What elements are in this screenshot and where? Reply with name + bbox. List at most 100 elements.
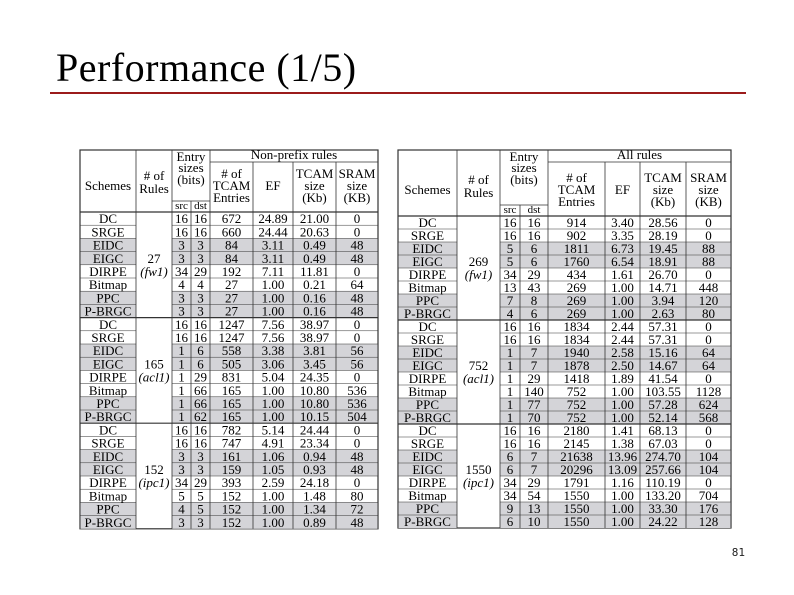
- group-header: Non-prefix rules: [251, 147, 337, 162]
- dst-cell: 6: [531, 306, 538, 321]
- sram-size-cell: 704: [699, 488, 719, 503]
- tcam-size-cell: 38.97: [300, 317, 330, 332]
- tcam-size-header: TCAM: [644, 170, 682, 185]
- sram-size-cell: 104: [699, 449, 719, 464]
- scheme-cell: DC: [99, 317, 117, 332]
- src-cell: 1: [178, 356, 185, 371]
- tcam-size-cell: 14.67: [648, 358, 678, 373]
- tcam-size-header: (Kb): [302, 190, 327, 205]
- tcam-entries-cell: 20296: [560, 462, 593, 477]
- dst-cell: 3: [197, 304, 204, 319]
- tcam-entries-cell: 1760: [564, 254, 590, 269]
- scheme-cell: EIDC: [93, 343, 123, 358]
- highlight-row: [500, 515, 731, 528]
- sram-size-cell: 0: [354, 370, 361, 385]
- tcam-size-cell: 28.19: [648, 228, 677, 243]
- sram-size-cell: 0: [354, 211, 361, 226]
- dst-cell: 16: [194, 436, 208, 451]
- scheme-cell: Bitmap: [408, 280, 446, 295]
- sram-size-cell: 624: [699, 397, 719, 412]
- src-cell: 6: [507, 514, 514, 529]
- ef-cell: 1.00: [611, 280, 634, 295]
- dst-cell: 16: [528, 436, 542, 451]
- highlight-scheme-cell: [398, 398, 457, 411]
- dst-cell: 29: [194, 475, 207, 490]
- highlight-row: [500, 463, 731, 476]
- sram-size-cell: 88: [702, 254, 715, 269]
- highlight-row: [500, 398, 731, 411]
- highlight-scheme-cell: [80, 515, 136, 529]
- sram-size-cell: 0: [705, 371, 712, 386]
- tcam-entries-header: Entries: [213, 190, 250, 205]
- highlight-row: [500, 411, 731, 424]
- tcam-entries-cell: 752: [567, 384, 587, 399]
- dst-cell: 3: [197, 449, 204, 464]
- ef-cell: 5.04: [262, 370, 285, 385]
- sram-size-cell: 504: [347, 409, 367, 424]
- scheme-cell: Bitmap: [408, 384, 446, 399]
- rules-count: 152: [144, 462, 164, 477]
- tcam-entries-cell: 1940: [564, 345, 590, 360]
- tcam-size-cell: 18.91: [648, 254, 677, 269]
- scheme-cell: EIDC: [93, 449, 123, 464]
- scheme-cell: PPC: [96, 502, 119, 517]
- src-cell: 1: [178, 370, 185, 385]
- ef-cell: 1.00: [611, 488, 634, 503]
- tcam-size-cell: 24.35: [300, 370, 329, 385]
- ef-cell: 5.14: [262, 422, 285, 437]
- highlight-row: [500, 502, 731, 515]
- tcam-entries-cell: 269: [567, 293, 587, 308]
- sram-size-cell: 0: [354, 422, 361, 437]
- tcam-entries-cell: 752: [567, 397, 587, 412]
- dst-cell: 16: [194, 317, 208, 332]
- tcam-size-cell: 21.00: [300, 211, 329, 226]
- sram-size-cell: 80: [351, 488, 364, 503]
- tcam-entries-cell: 84: [225, 251, 239, 266]
- tcam-entries-cell: 747: [222, 436, 242, 451]
- sram-size-cell: 64: [351, 277, 365, 292]
- src-cell: 5: [507, 254, 514, 269]
- src-cell: 1: [507, 384, 514, 399]
- src-cell: 16: [504, 215, 518, 230]
- src-cell: 7: [507, 293, 514, 308]
- sram-size-cell: 48: [351, 290, 364, 305]
- highlight-scheme-cell: [80, 238, 136, 252]
- tcam-entries-cell: 1550: [564, 501, 590, 516]
- dst-cell: 16: [528, 423, 542, 438]
- scheme-cell: P-BRGC: [85, 515, 132, 530]
- tcam-size-cell: 19.45: [648, 241, 677, 256]
- src-cell: 1: [507, 345, 514, 360]
- ef-cell: 3.35: [611, 228, 634, 243]
- tcam-entries-cell: 159: [222, 462, 242, 477]
- entry-sizes-header: (bits): [510, 172, 537, 187]
- ef-header: EF: [265, 178, 280, 193]
- tcam-entries-cell: 27: [225, 277, 239, 292]
- src-cell: 9: [507, 501, 514, 516]
- src-cell: 3: [178, 290, 185, 305]
- tcam-size-cell: 15.16: [648, 345, 678, 360]
- tcam-size-cell: 24.22: [648, 514, 677, 529]
- ruleset-name: (fw1): [465, 267, 492, 282]
- sram-size-cell: 64: [702, 358, 716, 373]
- scheme-cell: EIGC: [93, 462, 123, 477]
- dst-cell: 3: [197, 462, 204, 477]
- tcam-entries-cell: 1878: [564, 358, 590, 373]
- tcam-size-header: size: [304, 178, 324, 193]
- scheme-cell: PPC: [96, 290, 119, 305]
- dst-cell: 70: [528, 410, 541, 425]
- src-cell: 34: [504, 267, 518, 282]
- tcam-entries-cell: 161: [222, 449, 242, 464]
- sram-size-cell: 0: [705, 436, 712, 451]
- ef-cell: 6.73: [611, 241, 634, 256]
- dst-cell: 29: [528, 267, 541, 282]
- tcam-entries-header: # of: [566, 170, 587, 185]
- sram-size-header: SRAM: [339, 166, 376, 181]
- sram-size-cell: 88: [702, 241, 715, 256]
- tcam-size-cell: 110.19: [645, 475, 680, 490]
- highlight-row: [172, 357, 378, 371]
- ef-cell: 1.00: [611, 501, 634, 516]
- src-cell: 1: [507, 371, 514, 386]
- ef-cell: 24.44: [258, 224, 288, 239]
- rules-count: 1550: [466, 462, 492, 477]
- src-cell: 6: [507, 462, 514, 477]
